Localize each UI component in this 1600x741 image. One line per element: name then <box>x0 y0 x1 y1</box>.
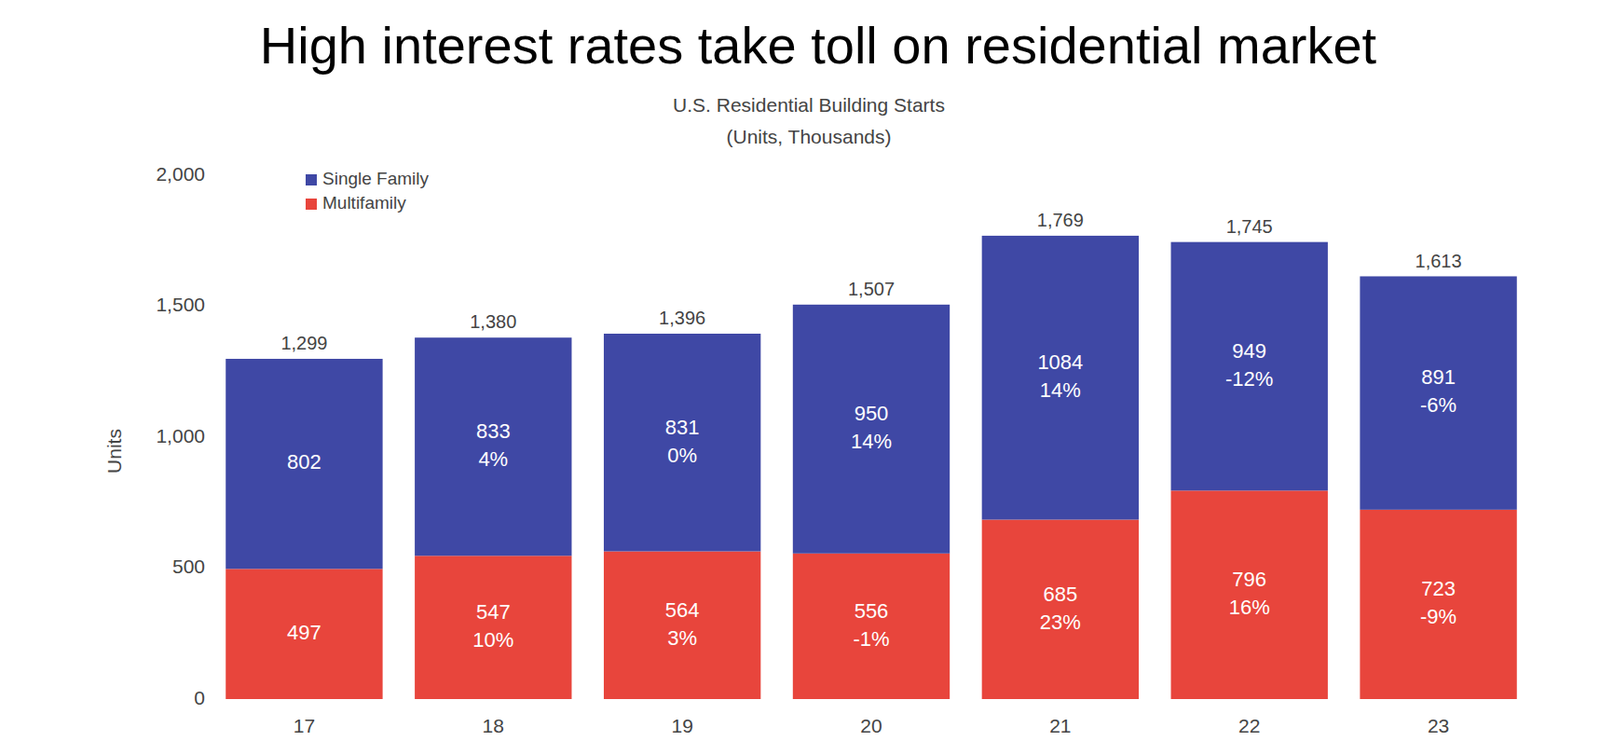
change-label: -9% <box>1420 604 1457 629</box>
legend-label: Multifamily <box>322 192 407 213</box>
total-label: 1,396 <box>658 307 706 329</box>
data-label: 1084 <box>1037 350 1083 374</box>
subtitle: U.S. Residential Building Starts <box>672 94 945 116</box>
chart: High interest rates take toll on residen… <box>0 0 1600 741</box>
data-label: 547 <box>476 600 511 624</box>
data-label: 497 <box>287 620 322 644</box>
data-label: 556 <box>854 599 889 623</box>
bar <box>603 333 761 552</box>
data-label: 891 <box>1421 365 1456 389</box>
total-label: 1,299 <box>280 332 328 354</box>
change-label: -12% <box>1225 367 1273 391</box>
bar <box>1171 490 1328 699</box>
bar <box>603 551 761 699</box>
change-label: 14% <box>1039 378 1081 402</box>
bar <box>793 304 950 554</box>
bar <box>982 519 1139 699</box>
change-label: 0% <box>667 443 698 467</box>
bars <box>225 235 1518 699</box>
change-label: 3% <box>667 626 698 650</box>
data-label: 796 <box>1231 567 1267 591</box>
data-label: 833 <box>476 419 511 443</box>
x-tick-label: 23 <box>1427 714 1450 737</box>
legend-swatch <box>305 198 317 210</box>
data-labels: 497 547 10% 564 3% 556 -1% 685 23% 796 16% 723 -9% 80… <box>280 209 1462 652</box>
y-axis-label: Units <box>103 428 125 474</box>
y-tick-label: 1,500 <box>155 293 206 315</box>
change-label: 23% <box>1039 610 1081 634</box>
legend: Single Family Multifamily <box>305 168 430 213</box>
x-tick-label: 17 <box>293 714 315 737</box>
total-label: 1,507 <box>847 278 895 300</box>
bar <box>225 568 383 699</box>
data-label: 723 <box>1421 576 1456 601</box>
legend-label: Single Family <box>322 168 430 189</box>
data-label: 950 <box>854 401 889 425</box>
total-label: 1,613 <box>1415 250 1463 272</box>
change-label: 14% <box>850 429 892 453</box>
data-label: 802 <box>287 450 322 474</box>
change-label: -1% <box>852 627 889 651</box>
change-label: 4% <box>478 447 508 471</box>
x-tick-label: 18 <box>482 714 505 737</box>
bar <box>414 337 572 556</box>
bar <box>225 358 383 569</box>
subtitle: (Units, Thousands) <box>725 125 891 148</box>
change-label: 16% <box>1229 595 1271 619</box>
data-label: 685 <box>1042 582 1078 606</box>
total-label: 1,769 <box>1037 209 1084 231</box>
total-label: 1,380 <box>469 311 517 332</box>
x-tick-label: 22 <box>1238 714 1260 737</box>
legend-swatch <box>305 174 317 186</box>
bar <box>414 555 572 699</box>
y-tick-label: 2,000 <box>155 163 206 185</box>
bar <box>1359 275 1517 509</box>
data-label: 949 <box>1231 339 1267 363</box>
x-tick-label: 21 <box>1049 714 1071 737</box>
change-label: 10% <box>472 628 514 652</box>
bar <box>1359 509 1517 699</box>
data-label: 831 <box>665 415 700 439</box>
x-tick-label: 20 <box>860 714 882 737</box>
change-label: -6% <box>1420 393 1457 417</box>
y-tick-label: 1,000 <box>155 424 206 447</box>
y-tick-label: 500 <box>172 555 206 577</box>
x-tick-label: 19 <box>670 714 693 737</box>
data-label: 564 <box>665 598 700 622</box>
bar <box>982 235 1139 520</box>
bar <box>793 553 950 699</box>
total-label: 1,745 <box>1226 216 1273 237</box>
y-tick-label: 0 <box>193 686 206 709</box>
title: High interest rates take toll on residen… <box>259 15 1378 75</box>
bar <box>1171 242 1328 492</box>
chart-root: High interest rates take toll on residen… <box>0 0 1600 741</box>
